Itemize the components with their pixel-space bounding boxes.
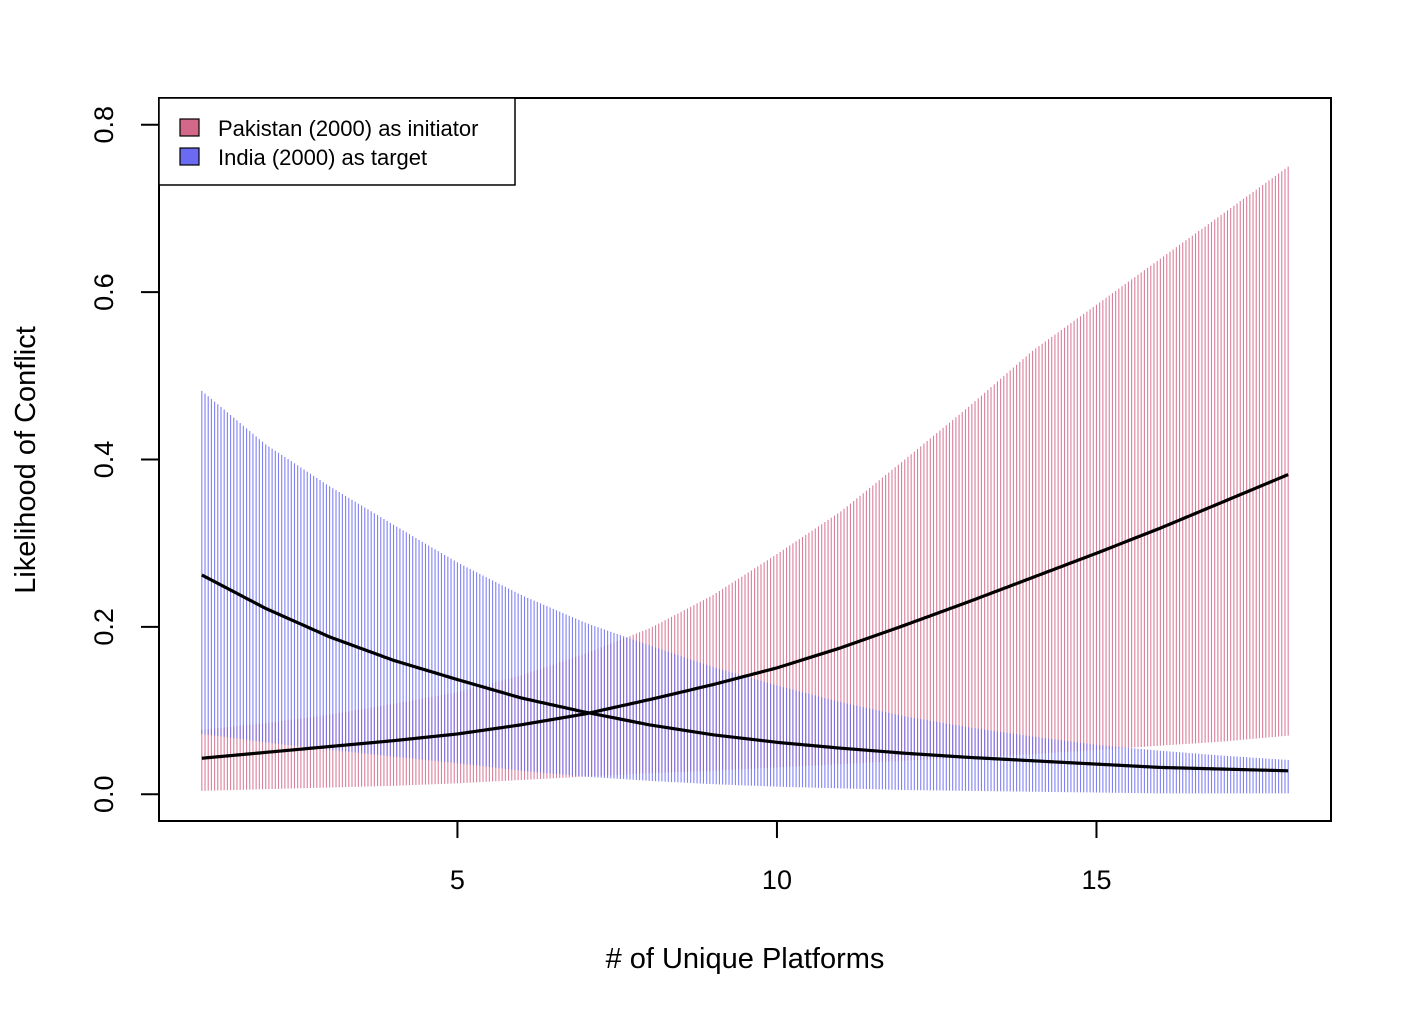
x-axis-title: # of Unique Platforms <box>606 943 885 975</box>
y-tick-label: 0.8 <box>89 106 119 144</box>
y-tick-label: 0.2 <box>89 608 119 646</box>
y-tick-label: 0.4 <box>89 441 119 479</box>
ci-band-india <box>201 390 1289 794</box>
x-tick-label: 5 <box>450 865 465 895</box>
y-axis: 0.0 0.2 0.4 0.6 0.8 <box>89 106 160 813</box>
y-tick-label: 0.0 <box>89 775 119 813</box>
legend-swatch-pakistan <box>179 118 200 137</box>
legend-label-india: India (2000) as target <box>218 145 427 170</box>
legend: Pakistan (2000) as initiator India (2000… <box>158 97 516 186</box>
legend-swatch-india <box>179 147 200 166</box>
legend-frame <box>158 97 516 186</box>
x-axis: 5 10 15 <box>450 820 1111 895</box>
y-tick-label: 0.6 <box>89 273 119 311</box>
fit-line-india <box>201 573 1289 773</box>
x-tick-label: 15 <box>1081 865 1111 895</box>
confidence-bands <box>201 166 1289 794</box>
y-axis-title: Likelihood of Conflict <box>10 326 42 594</box>
x-tick-label: 10 <box>762 865 792 895</box>
fit-line-pakistan <box>201 473 1289 760</box>
legend-label-pakistan: Pakistan (2000) as initiator <box>218 116 478 141</box>
fit-lines <box>201 473 1289 773</box>
